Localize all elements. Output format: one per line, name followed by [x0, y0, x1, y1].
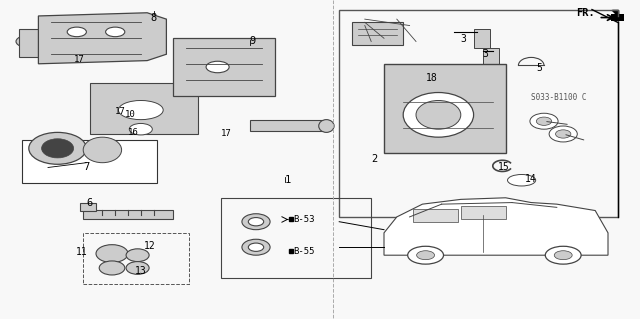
Ellipse shape — [83, 137, 122, 163]
Ellipse shape — [508, 174, 536, 186]
Bar — [80, 203, 96, 211]
Ellipse shape — [242, 214, 270, 230]
Bar — [611, 14, 624, 21]
Ellipse shape — [403, 93, 474, 137]
Ellipse shape — [549, 126, 577, 142]
Text: 11: 11 — [76, 247, 87, 257]
Bar — [19, 29, 115, 57]
Bar — [474, 29, 490, 48]
Ellipse shape — [129, 123, 152, 135]
Text: 17: 17 — [115, 107, 126, 116]
Ellipse shape — [126, 249, 149, 262]
Ellipse shape — [530, 113, 558, 129]
Ellipse shape — [416, 100, 461, 129]
Text: 2: 2 — [371, 154, 378, 165]
Circle shape — [106, 27, 125, 37]
Ellipse shape — [61, 24, 106, 40]
Text: 8: 8 — [150, 12, 157, 23]
Text: S033-B1100 C: S033-B1100 C — [531, 93, 587, 102]
Ellipse shape — [556, 130, 571, 138]
Bar — [339, 10, 618, 217]
Text: 18: 18 — [426, 73, 437, 83]
Text: 12: 12 — [144, 241, 156, 251]
Text: 13: 13 — [134, 265, 146, 276]
Ellipse shape — [248, 218, 264, 226]
Bar — [352, 22, 403, 45]
Circle shape — [554, 251, 572, 260]
Polygon shape — [384, 198, 608, 255]
Ellipse shape — [416, 73, 435, 83]
Circle shape — [417, 251, 435, 260]
Bar — [83, 233, 189, 284]
Circle shape — [545, 246, 581, 264]
Text: 5: 5 — [536, 63, 542, 73]
Bar — [22, 140, 157, 183]
Circle shape — [67, 27, 86, 37]
Ellipse shape — [99, 261, 125, 275]
Bar — [483, 48, 499, 64]
Text: 7: 7 — [83, 162, 90, 173]
Text: 3: 3 — [483, 49, 488, 59]
Bar — [90, 83, 198, 134]
Circle shape — [206, 61, 229, 73]
Ellipse shape — [118, 100, 163, 120]
Bar — [384, 64, 506, 153]
Ellipse shape — [248, 243, 264, 251]
Bar — [221, 198, 371, 278]
Text: 14: 14 — [525, 174, 536, 184]
Ellipse shape — [42, 139, 74, 158]
Ellipse shape — [319, 120, 334, 132]
Text: 1: 1 — [285, 175, 291, 185]
Text: B-53: B-53 — [293, 215, 315, 224]
Polygon shape — [38, 13, 166, 64]
Text: 17: 17 — [221, 130, 232, 138]
Text: 9: 9 — [250, 36, 256, 47]
Bar — [250, 120, 326, 131]
Text: B-55: B-55 — [293, 247, 315, 256]
Ellipse shape — [536, 117, 552, 125]
Text: 16: 16 — [128, 128, 139, 137]
Ellipse shape — [126, 262, 149, 274]
Bar — [173, 38, 275, 96]
Ellipse shape — [96, 245, 128, 263]
Text: 6: 6 — [86, 197, 93, 208]
Text: 17: 17 — [74, 55, 84, 63]
Ellipse shape — [16, 33, 61, 49]
Bar — [83, 210, 173, 219]
Text: FR.: FR. — [576, 8, 595, 19]
Polygon shape — [612, 10, 618, 16]
Bar — [461, 206, 506, 219]
Circle shape — [408, 246, 444, 264]
Bar — [413, 209, 458, 222]
Text: 15: 15 — [498, 161, 509, 172]
Text: 3: 3 — [461, 34, 467, 44]
Text: 10: 10 — [125, 110, 136, 119]
Ellipse shape — [242, 239, 270, 255]
Ellipse shape — [29, 132, 86, 164]
